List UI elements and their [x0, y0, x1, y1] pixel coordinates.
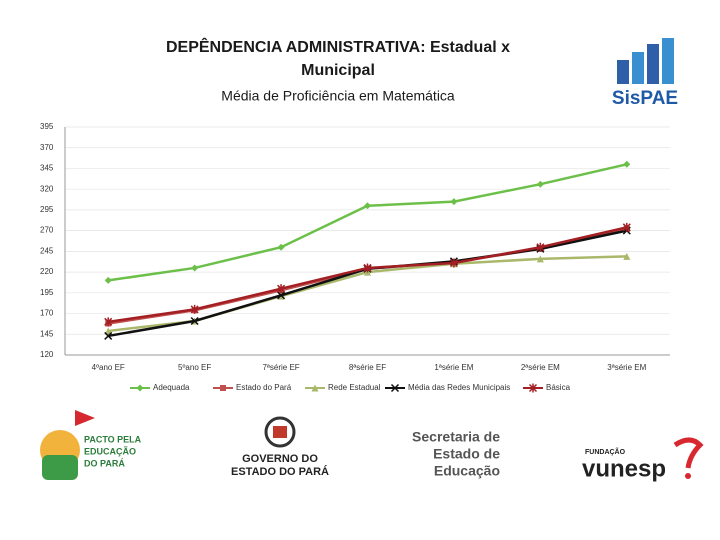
- logo-shape: [264, 416, 296, 448]
- point: [364, 202, 371, 210]
- point: [449, 258, 458, 268]
- point: [104, 317, 113, 327]
- point: [450, 198, 458, 206]
- point: [220, 385, 226, 391]
- logo-text: Estado de: [433, 446, 500, 462]
- point: [623, 160, 631, 168]
- secretaria-logo: Secretaria de Estado de Educação: [412, 429, 500, 479]
- point: [190, 316, 199, 326]
- y-tick-label: 195: [40, 288, 54, 297]
- legend-label: Adequada: [153, 383, 190, 392]
- y-tick-label: 170: [40, 309, 54, 318]
- point: [390, 383, 400, 393]
- logo-shape: [42, 455, 78, 480]
- x-tick-label: 2ªsérie EM: [521, 363, 560, 372]
- logo-text: DO PARÁ: [84, 458, 125, 468]
- legend-label: Rede Estadual: [328, 383, 381, 392]
- y-tick-label: 320: [40, 184, 54, 193]
- point: [311, 384, 319, 392]
- point: [536, 255, 544, 263]
- series-line: [108, 163, 628, 282]
- y-tick-label: 145: [40, 329, 54, 338]
- y-tick-label: 395: [40, 122, 54, 131]
- point: [536, 180, 544, 188]
- point: [528, 383, 538, 393]
- vunesp-logo: FUNDAÇÃO vunesp: [582, 437, 704, 482]
- logo-shape: [673, 437, 704, 469]
- point: [104, 276, 112, 284]
- y-tick-label: 345: [40, 164, 54, 173]
- y-tick-label: 295: [40, 205, 54, 214]
- logo-shape: [685, 473, 691, 479]
- logo-text: ESTADO DO PARÁ: [231, 465, 329, 478]
- logo-shape: [647, 44, 659, 84]
- logo-text: EDUCAÇÃO: [84, 446, 136, 456]
- x-tick-label: 1ªsérie EM: [434, 363, 473, 372]
- point: [622, 222, 631, 232]
- chart-title: Municipal: [301, 62, 375, 79]
- logo-shape: [75, 410, 95, 426]
- point: [104, 331, 113, 340]
- governo-logo: GOVERNO DO ESTADO DO PARÁ: [231, 416, 329, 478]
- logo-text: Secretaria de: [412, 429, 500, 445]
- point: [190, 304, 199, 314]
- y-tick-label: 120: [40, 350, 54, 359]
- point: [363, 263, 372, 273]
- y-tick-label: 245: [40, 246, 54, 255]
- legend-label: Básica: [546, 383, 571, 392]
- chart-subtitle: Média de Proficiência em Matemática: [221, 88, 455, 104]
- logo-shape: [273, 426, 287, 438]
- point: [536, 242, 545, 252]
- x-tick-label: 4ºano EF: [92, 363, 125, 372]
- logo-text: Educação: [434, 463, 500, 479]
- logo-text: GOVERNO DO: [242, 453, 318, 465]
- sispae-logo: SisPAE: [612, 38, 678, 109]
- chart-title: DEPÊNDENCIA ADMINISTRATIVA: Estadual x: [166, 37, 510, 56]
- logo-text: FUNDAÇÃO: [585, 447, 626, 456]
- logo-shape: [632, 52, 644, 84]
- logo-text: PACTO PELA: [84, 434, 142, 444]
- point: [191, 264, 199, 272]
- logo-shape: [617, 60, 629, 84]
- logo-text: vunesp: [582, 455, 666, 482]
- series-line: [108, 227, 628, 325]
- point: [136, 384, 144, 392]
- point: [623, 252, 631, 260]
- x-tick-label: 8ªsérie EF: [349, 363, 386, 372]
- logo-shape: [662, 38, 674, 84]
- point: [277, 291, 286, 300]
- point: [104, 327, 112, 335]
- x-tick-label: 3ªsérie EM: [607, 363, 646, 372]
- legend-label: Estado do Pará: [236, 383, 292, 392]
- logo-text: SisPAE: [612, 88, 678, 109]
- pacto-logo: PACTO PELA EDUCAÇÃO DO PARÁ: [40, 410, 142, 480]
- y-tick-label: 220: [40, 267, 54, 276]
- point: [277, 284, 286, 294]
- y-tick-label: 370: [40, 143, 54, 152]
- y-tick-label: 270: [40, 226, 54, 235]
- point: [277, 243, 285, 251]
- x-tick-label: 5ºano EF: [178, 363, 211, 372]
- legend-label: Média das Redes Municipais: [408, 383, 510, 392]
- x-tick-label: 7ªsérie EF: [262, 363, 299, 372]
